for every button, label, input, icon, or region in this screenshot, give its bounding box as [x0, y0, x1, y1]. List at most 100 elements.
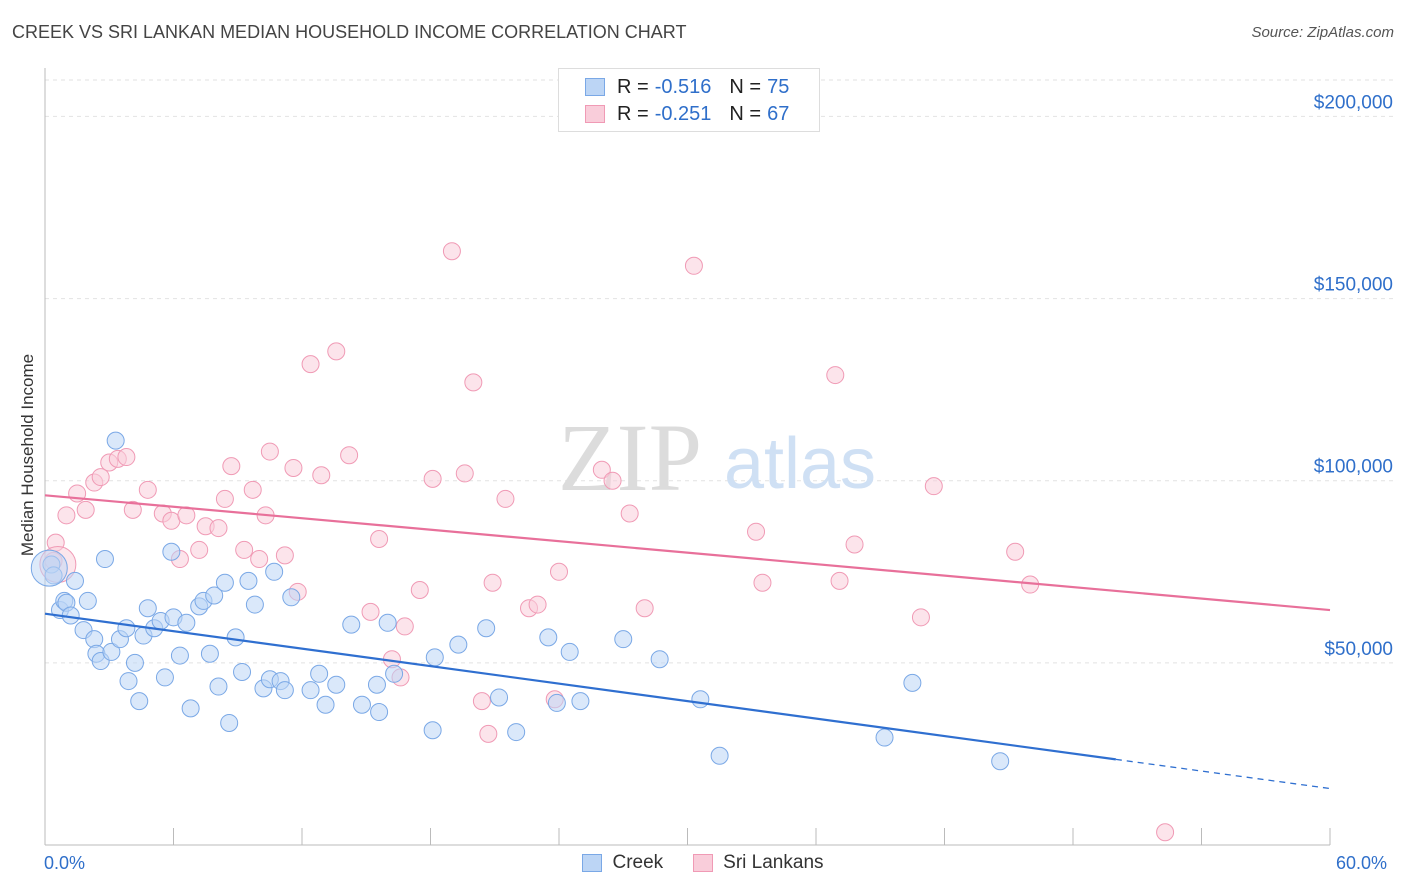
sri-lankans-point	[911, 608, 930, 627]
creek-point	[265, 562, 284, 581]
source-label: Source: ZipAtlas.com	[1251, 24, 1394, 41]
sri-lankans-point	[361, 602, 380, 621]
creek-point	[233, 662, 252, 681]
sri-lankans-point	[76, 500, 95, 519]
sri-lankans-point	[250, 550, 269, 569]
r-value: -0.516	[654, 75, 712, 98]
sri-lankans-point	[123, 500, 142, 519]
legend-row-creek: R = -0.516 N = 75	[585, 75, 789, 99]
creek-swatch	[585, 78, 605, 96]
creek-point	[378, 613, 397, 632]
creek-point	[560, 642, 579, 661]
sri-lankans-point	[747, 522, 766, 541]
sri-lankans-point	[483, 573, 502, 592]
n-label: N =	[729, 75, 762, 98]
sri-lankans-point	[845, 535, 864, 554]
y-tick-labels: $50,000 $100,000 $150,000 $200,000	[1314, 92, 1393, 659]
sri-lankans-point	[464, 373, 483, 392]
creek-point	[425, 648, 444, 667]
creek-point	[301, 681, 320, 700]
sri-swatch	[585, 105, 605, 123]
creek-point	[547, 693, 566, 712]
sri-lankans-point	[1006, 542, 1025, 561]
creek-point	[490, 688, 509, 707]
creek-point	[327, 675, 346, 694]
sri-lankans-point	[603, 471, 622, 490]
creek-point	[30, 549, 68, 587]
r-label: R =	[617, 75, 649, 98]
sri-lankans-point	[472, 692, 491, 711]
creek-point	[220, 713, 239, 732]
creek-point	[226, 628, 245, 647]
creek-point	[205, 586, 224, 605]
axes	[44, 68, 1331, 846]
creek-point	[65, 571, 84, 590]
creek-point	[177, 613, 196, 632]
r-value: -0.251	[654, 102, 712, 125]
creek-legend-swatch	[582, 854, 603, 872]
sri-lankans-point	[209, 519, 228, 538]
watermark-atlas: atlas	[724, 424, 876, 504]
r-label: R =	[617, 102, 649, 125]
creek-point	[245, 595, 264, 614]
creek-point	[125, 653, 144, 672]
sri-lankans-point	[340, 446, 359, 465]
legend-label-creek: Creek	[612, 852, 664, 873]
sri-lankans-point	[260, 442, 279, 461]
creek-point	[423, 721, 442, 740]
sri-lankans-point	[496, 489, 515, 508]
y-tick-label: $200,000	[1314, 92, 1393, 113]
n-label: N =	[729, 102, 762, 125]
legend-item-sri-lankans: Sri Lankans	[693, 852, 824, 874]
legend-item-creek: Creek	[582, 852, 663, 874]
creek-point	[78, 591, 97, 610]
creek-point	[130, 692, 149, 711]
creek-point	[367, 675, 386, 694]
sri-lankans-point	[117, 448, 136, 467]
creek-point	[342, 615, 361, 634]
y-tick-label: $50,000	[1324, 639, 1393, 660]
sri-lankans-point	[312, 466, 331, 485]
sri-lankans-point	[275, 546, 294, 565]
creek-point	[181, 699, 200, 718]
creek-points	[30, 431, 1010, 771]
sri-lankans-point	[442, 242, 461, 261]
trend-lines	[44, 494, 1331, 790]
sri-lankans-point	[162, 511, 181, 530]
creek-point	[370, 703, 389, 722]
creek-point	[138, 599, 157, 618]
sri-legend-swatch	[693, 854, 714, 872]
creek-point	[282, 588, 301, 607]
sri-lankans-point	[1156, 823, 1175, 842]
creek-point	[310, 664, 329, 683]
creek-point	[155, 668, 174, 687]
x-tick-min: 0.0%	[44, 853, 86, 873]
sri-lankans-point	[479, 724, 498, 743]
sri-lankans-point	[830, 571, 849, 590]
sri-lankans-point	[620, 504, 639, 523]
sri-lankans-point	[327, 342, 346, 361]
creek-point	[200, 644, 219, 663]
creek-point	[215, 573, 234, 592]
y-tick-label: $100,000	[1314, 457, 1393, 478]
sri-lankans-point	[215, 489, 234, 508]
creek-point	[170, 646, 189, 665]
sri-lankans-point	[235, 540, 254, 559]
chart-title: CREEK VS SRI LANKAN MEDIAN HOUSEHOLD INC…	[12, 22, 687, 42]
watermark-zip: ZIP	[558, 404, 702, 511]
creek-point	[385, 664, 404, 683]
creek-point	[449, 635, 468, 654]
creek-point	[162, 542, 181, 561]
sri-lankans-point	[528, 595, 547, 614]
sri-lankans-point	[826, 366, 845, 385]
sri-lankans-point	[635, 599, 654, 618]
sri-lankans-point	[301, 355, 320, 374]
y-tick-label: $150,000	[1314, 275, 1393, 296]
creek-point	[710, 746, 729, 765]
creek-point	[209, 677, 228, 696]
legend-row-sri: R = -0.251 N = 67	[585, 102, 789, 126]
sri-lankans-point	[222, 457, 241, 476]
creek-point	[991, 752, 1010, 771]
creek-point	[95, 550, 114, 569]
